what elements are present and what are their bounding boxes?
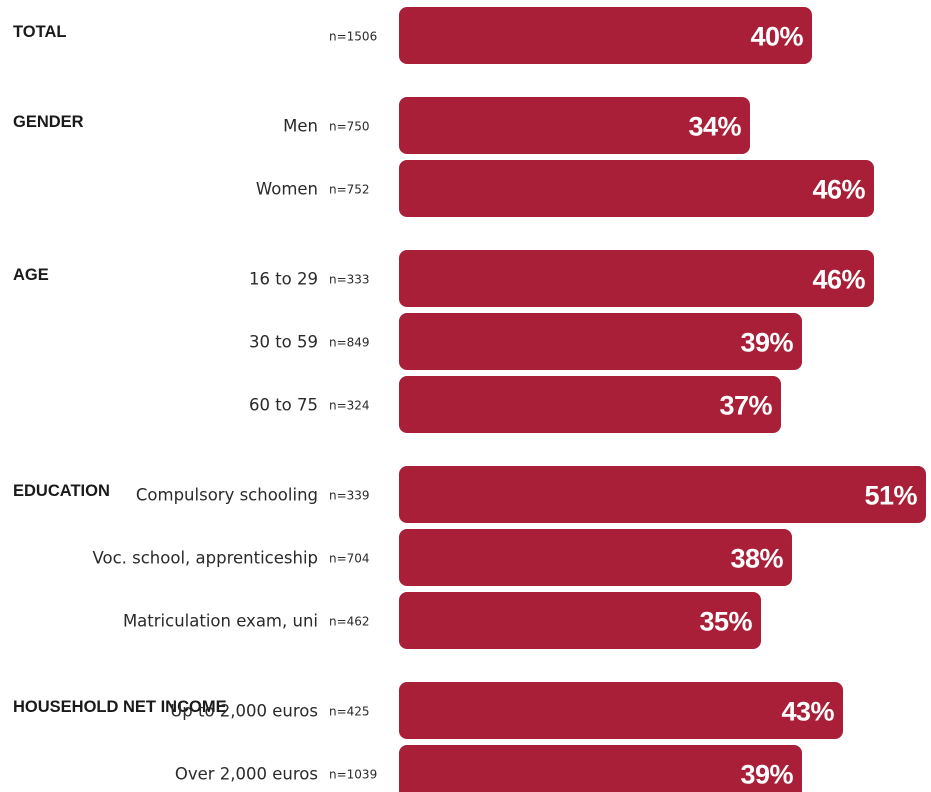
bar xyxy=(399,160,874,217)
row-label: Matriculation exam, uni xyxy=(123,612,318,631)
group-label: AGE xyxy=(13,266,49,284)
row-label: Voc. school, apprenticeship xyxy=(92,549,318,568)
group-label: EDUCATION xyxy=(13,482,110,500)
bar xyxy=(399,250,874,307)
group-label: GENDER xyxy=(13,113,84,131)
sample-size-label: n=339 xyxy=(329,489,370,503)
row-label: Men xyxy=(283,117,318,136)
group-label: HOUSEHOLD NET INCOME xyxy=(13,698,227,716)
value-label: 46% xyxy=(812,265,865,295)
sample-size-label: n=1039 xyxy=(329,768,377,782)
value-label: 39% xyxy=(740,328,793,358)
bar xyxy=(399,313,802,370)
value-label: 39% xyxy=(740,760,793,790)
sample-size-label: n=750 xyxy=(329,120,370,134)
bar xyxy=(399,592,761,649)
value-label: 40% xyxy=(750,22,803,52)
bar xyxy=(399,745,802,792)
row-label: Over 2,000 euros xyxy=(175,765,318,784)
value-label: 51% xyxy=(864,481,917,511)
bar xyxy=(399,529,792,586)
sample-size-label: n=752 xyxy=(329,183,370,197)
sample-size-label: n=425 xyxy=(329,705,370,719)
value-label: 43% xyxy=(781,697,834,727)
row-label: 30 to 59 xyxy=(249,333,318,352)
bar xyxy=(399,466,926,523)
value-label: 37% xyxy=(719,391,772,421)
group-label: TOTAL xyxy=(13,23,66,41)
sample-size-label: n=704 xyxy=(329,552,370,566)
row-label: Women xyxy=(256,180,318,199)
sample-size-label: n=849 xyxy=(329,336,370,350)
sample-size-label: n=1506 xyxy=(329,30,377,44)
row-label: 16 to 29 xyxy=(249,270,318,289)
sample-size-label: n=333 xyxy=(329,273,370,287)
row-label: Up to 2,000 euros xyxy=(170,702,318,721)
bar xyxy=(399,7,812,64)
row-label: Compulsory schooling xyxy=(136,486,318,505)
value-label: 46% xyxy=(812,175,865,205)
value-label: 35% xyxy=(699,607,752,637)
sample-size-label: n=462 xyxy=(329,615,370,629)
bar xyxy=(399,376,781,433)
sample-size-label: n=324 xyxy=(329,399,370,413)
row-label: 60 to 75 xyxy=(249,396,318,415)
bar xyxy=(399,682,843,739)
value-label: 34% xyxy=(688,112,741,142)
bar xyxy=(399,97,750,154)
value-label: 38% xyxy=(730,544,783,574)
